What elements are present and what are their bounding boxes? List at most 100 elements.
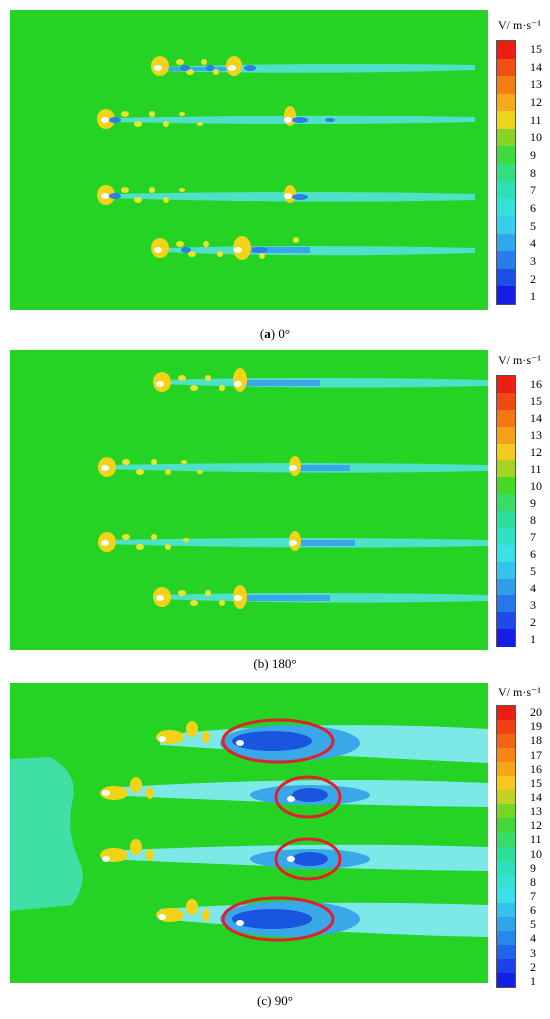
colorbar-tick-label: 15 — [530, 775, 542, 790]
colorbar-cell — [497, 944, 515, 960]
colorbar-cell — [497, 846, 515, 862]
colorbar-title: V/ m·s⁻¹ — [498, 353, 541, 367]
colorbar-tick-label: 10 — [530, 478, 542, 493]
colorbar-tick-label: 11 — [530, 832, 542, 847]
colorbar-tick-label: 10 — [530, 846, 542, 861]
colorbar-tick-label: 13 — [530, 427, 542, 442]
colorbar-gradient — [496, 40, 516, 305]
colorbar-tick-label: 8 — [530, 874, 536, 889]
colorbar-tick-label: 9 — [530, 495, 536, 510]
colorbar-cell — [497, 629, 515, 647]
colorbar-tick-label: 5 — [530, 218, 536, 233]
colorbar-cell — [497, 128, 515, 147]
colorbar-cell — [497, 426, 515, 444]
colorbar-cell — [497, 544, 515, 563]
colorbar-gradient — [496, 705, 516, 988]
caption-angle: 0° — [278, 326, 291, 341]
colorbar-cell — [497, 146, 515, 165]
colorbar-cell — [497, 902, 515, 918]
colorbar-cell — [497, 251, 515, 270]
colorbar-b: V/ m·s⁻¹ 16 15 14 13 12 11 10 9 8 7 6 5 4 3 2 1 — [494, 353, 550, 653]
colorbar-tick-label: 12 — [530, 94, 542, 109]
velocity-contour-b — [10, 350, 488, 650]
caption-a: (a) 0° — [259, 326, 291, 341]
colorbar-tick-label: 15 — [530, 393, 542, 408]
colorbar-cell — [497, 706, 515, 721]
colorbar-tick-label: 19 — [530, 719, 542, 734]
colorbar-cell — [497, 181, 515, 200]
colorbar-tick-label: 3 — [530, 597, 536, 612]
wake-row-4 — [151, 236, 475, 260]
colorbar-cell — [497, 111, 515, 130]
colorbar-cell — [497, 790, 515, 805]
colorbar-cell — [497, 860, 515, 876]
colorbar-tick-label: 4 — [530, 931, 536, 946]
caption-c: (c) 90° — [257, 993, 293, 1008]
caption-b: (b) 180° — [253, 656, 297, 671]
colorbar-cell — [497, 776, 515, 791]
highlight-ellipse-1 — [221, 718, 335, 764]
colorbar-tick-label: 18 — [530, 733, 542, 748]
colorbar-cell — [497, 804, 515, 819]
wake-row-4 — [153, 585, 488, 609]
colorbar-cell — [497, 762, 515, 777]
colorbar-cell — [497, 527, 515, 546]
highlight-ellipse-2 — [274, 775, 342, 819]
colorbar-title: V/ m·s⁻¹ — [498, 18, 541, 32]
colorbar-tick-label: 13 — [530, 804, 542, 819]
colorbar-cell — [497, 930, 515, 946]
wake-row-3 — [97, 185, 475, 205]
colorbar-cell — [497, 58, 515, 77]
caption-letter: c — [261, 993, 268, 1008]
colorbar-tick-label: 1 — [530, 289, 536, 304]
colorbar-cell — [497, 874, 515, 890]
colorbar-tick-label: 5 — [530, 563, 536, 578]
colorbar-cell — [497, 460, 515, 478]
velocity-contour-c — [10, 683, 488, 983]
colorbar-tick-label: 20 — [530, 705, 542, 720]
colorbar-tick-label: 4 — [530, 236, 536, 251]
colorbar-tick-label: 15 — [530, 41, 542, 56]
colorbar-tick-label: 3 — [530, 253, 536, 268]
colorbar-tick-label: 12 — [530, 818, 542, 833]
colorbar-tick-label: 10 — [530, 130, 542, 145]
colorbar-cell — [497, 612, 515, 630]
colorbar-tick-label: 7 — [530, 529, 536, 544]
colorbar-gradient — [496, 375, 516, 647]
colorbar-cell — [497, 958, 515, 974]
colorbar-tick-label: 6 — [530, 546, 536, 561]
colorbar-tick-label: 11 — [530, 112, 542, 127]
colorbar-tick-label: 8 — [530, 165, 536, 180]
colorbar-cell — [497, 477, 515, 495]
wake-row-2 — [97, 106, 475, 129]
colorbar-tick-label: 1 — [530, 631, 536, 646]
colorbar-tick-label: 9 — [530, 860, 536, 875]
highlight-ellipse-3 — [274, 837, 342, 881]
upstream-low-speed-region — [10, 757, 83, 911]
wake-row-3 — [98, 531, 488, 552]
colorbar-cell — [497, 734, 515, 749]
colorbar-tick-label: 5 — [530, 917, 536, 932]
colorbar-cell — [497, 578, 515, 596]
colorbar-tick-label: 12 — [530, 444, 542, 459]
velocity-contour-a — [10, 10, 488, 310]
wake-row-1 — [151, 56, 475, 76]
colorbar-cell — [497, 41, 515, 60]
colorbar-tick-label: 2 — [530, 271, 536, 286]
colorbar-tick-label: 14 — [530, 789, 542, 804]
colorbar-tick-label: 6 — [530, 903, 536, 918]
caption-letter: a — [264, 326, 271, 341]
colorbar-tick-label: 16 — [530, 376, 542, 391]
colorbar-cell — [497, 748, 515, 763]
colorbar-tick-label: 14 — [530, 59, 542, 74]
colorbar-tick-label: 2 — [530, 959, 536, 974]
colorbar-tick-label: 4 — [530, 580, 536, 595]
panel-c: V/ m·s⁻¹ 20 19 18 17 16 15 14 13 12 11 10 9 8 7 6 5 4 3 2 1… — [0, 675, 550, 1019]
colorbar-cell — [497, 720, 515, 735]
colorbar-tick-label: 2 — [530, 614, 536, 629]
colorbar-cell — [497, 494, 515, 512]
colorbar-tick-label: 6 — [530, 200, 536, 215]
wake-row-1 — [153, 368, 488, 392]
colorbar-cell — [497, 286, 515, 305]
caption-angle: 180° — [271, 656, 297, 671]
